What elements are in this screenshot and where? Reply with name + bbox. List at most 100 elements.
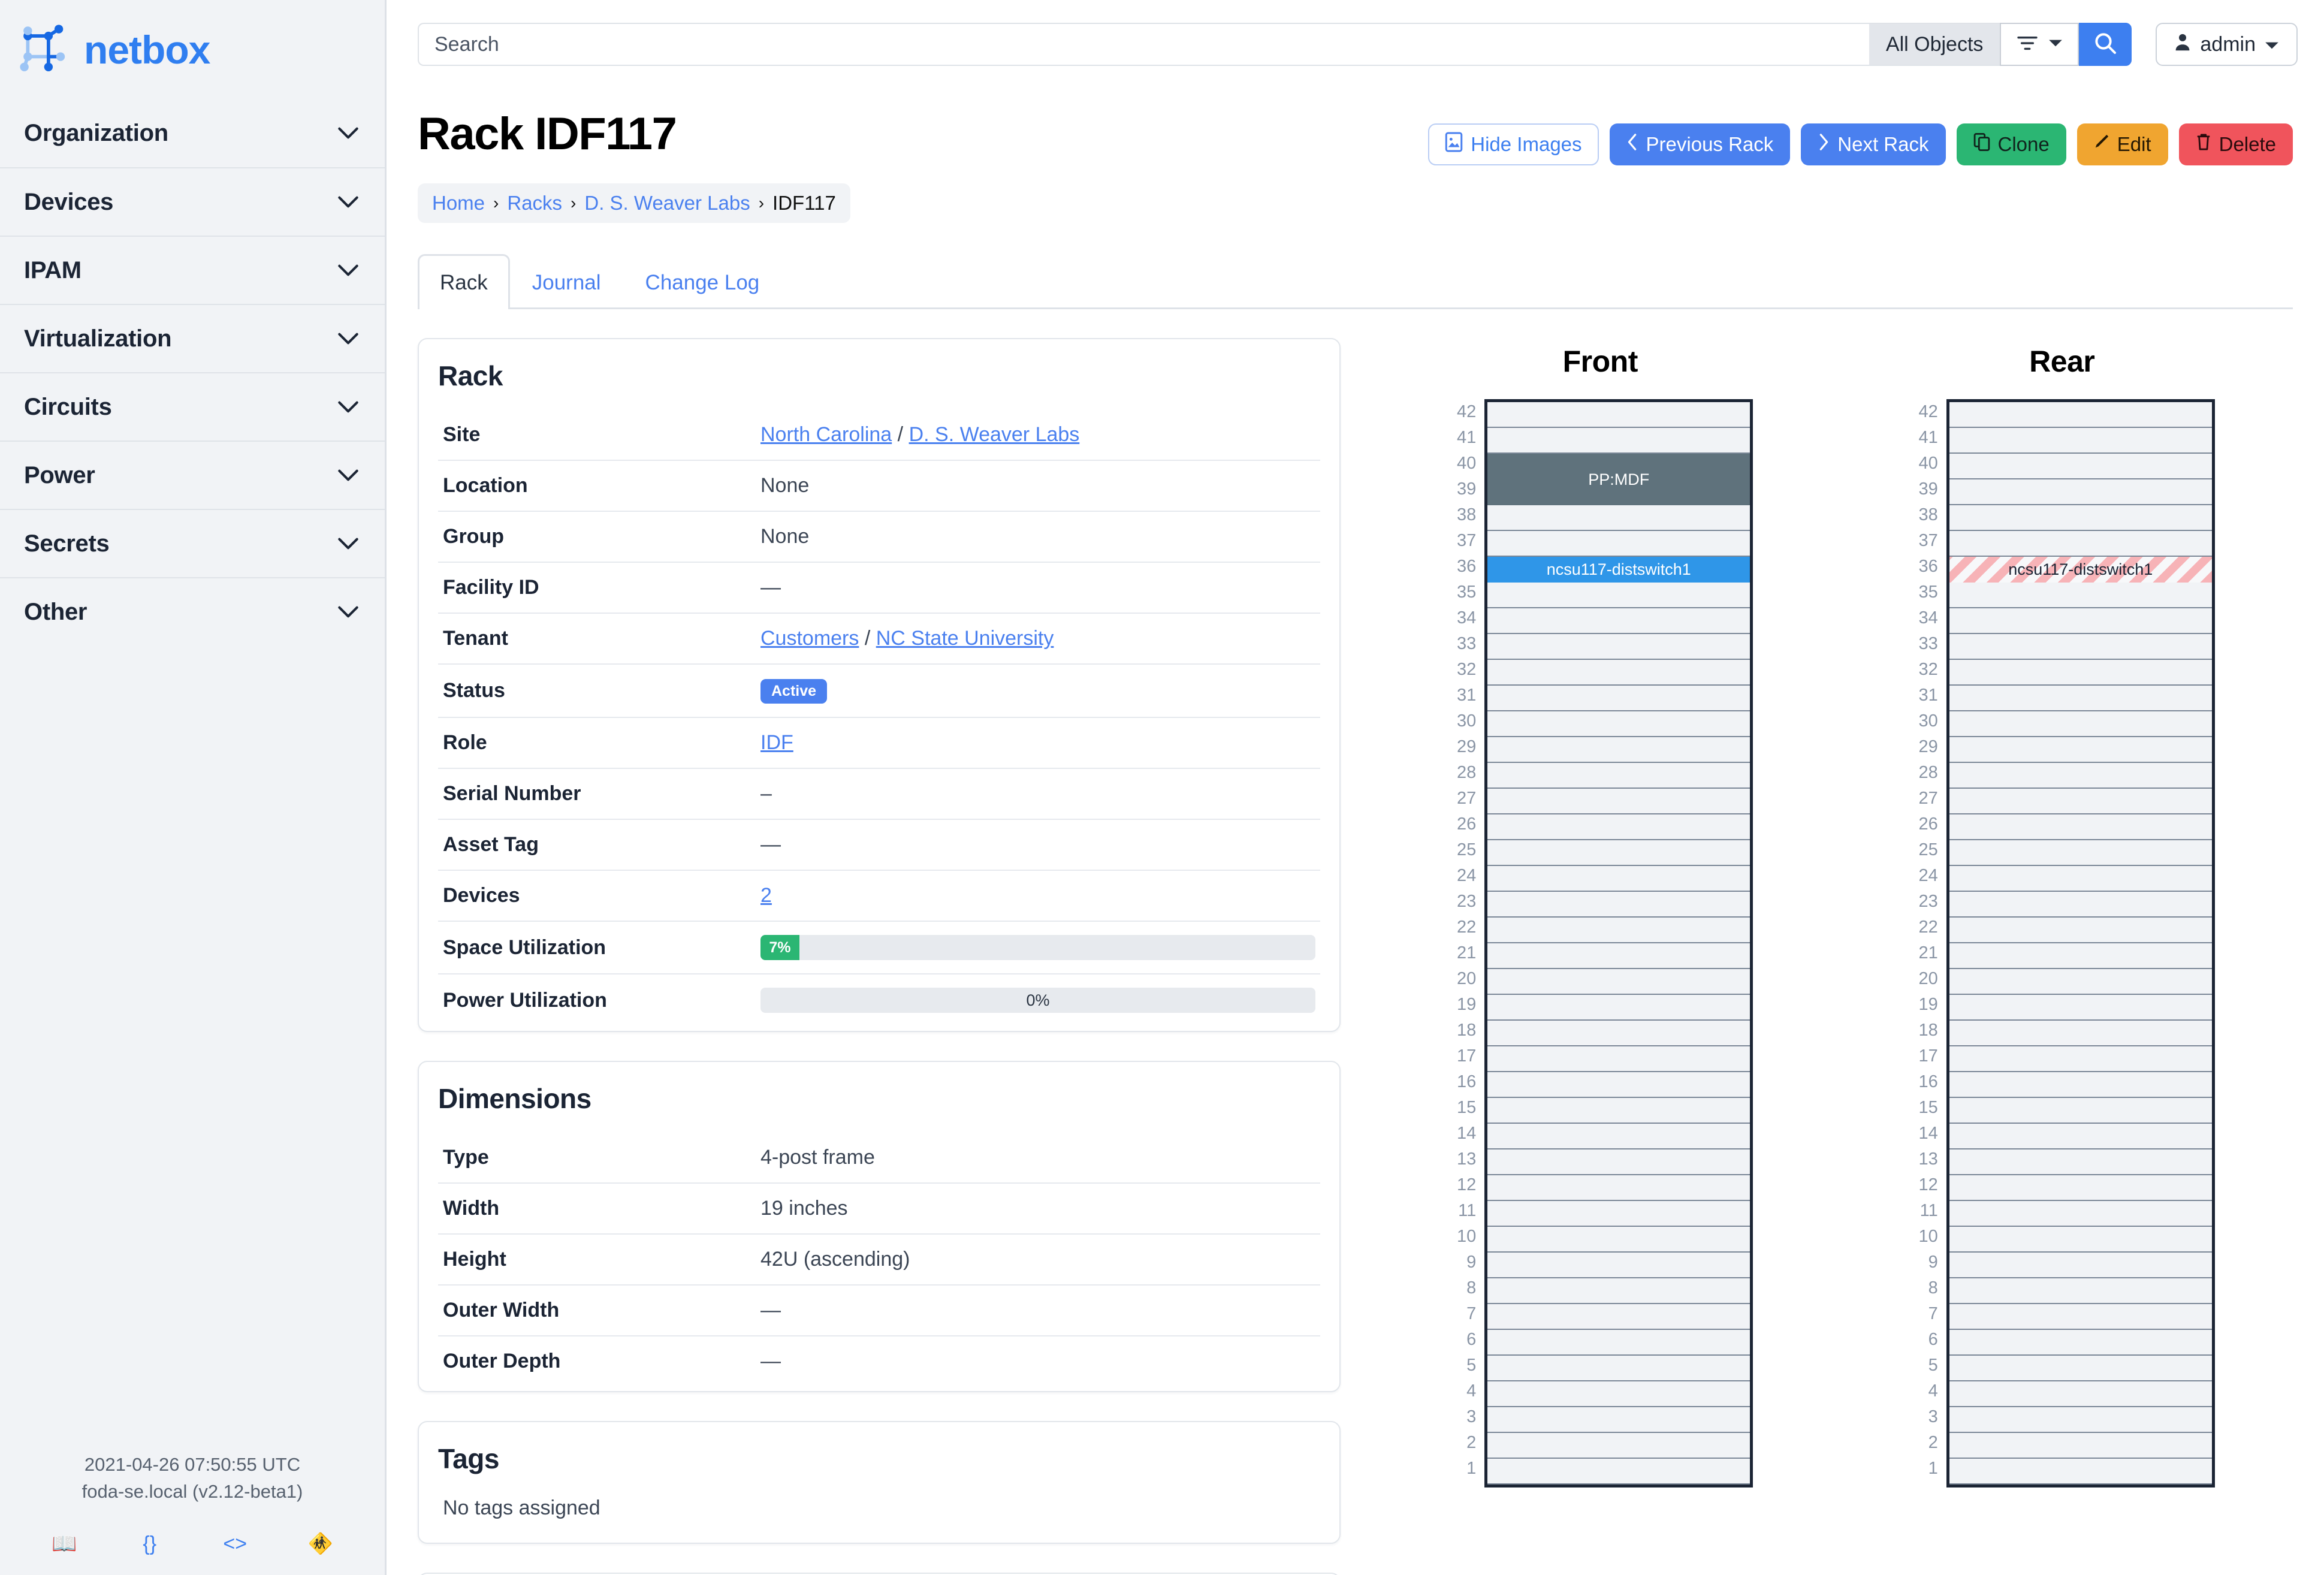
- search-submit-button[interactable]: [2079, 23, 2132, 66]
- site-link[interactable]: D. S. Weaver Labs: [909, 423, 1080, 446]
- rack-unit-slot[interactable]: [1487, 943, 1750, 969]
- sidebar-item-circuits[interactable]: Circuits: [0, 372, 385, 440]
- brand-logo[interactable]: netbox: [0, 0, 385, 99]
- next-rack-button[interactable]: Next Rack: [1801, 123, 1946, 165]
- rack-unit-slot[interactable]: [1949, 634, 2212, 660]
- rack-unit-slot[interactable]: [1949, 660, 2212, 686]
- rack-unit-slot[interactable]: [1949, 1433, 2212, 1459]
- rack-unit-slot[interactable]: [1487, 1433, 1750, 1459]
- hide-images-button[interactable]: Hide Images: [1428, 123, 1599, 165]
- rack-unit-slot[interactable]: [1487, 1227, 1750, 1253]
- rack-unit-slot[interactable]: [1487, 840, 1750, 866]
- rack-unit-slot[interactable]: [1949, 1253, 2212, 1278]
- sidebar-item-organization[interactable]: Organization: [0, 99, 385, 167]
- rack-unit-slot[interactable]: [1949, 1201, 2212, 1227]
- rack-unit-slot[interactable]: [1949, 1381, 2212, 1407]
- rack-unit-slot[interactable]: [1949, 454, 2212, 479]
- rack-unit-slot[interactable]: [1487, 1407, 1750, 1433]
- rack-unit-slot[interactable]: [1949, 763, 2212, 789]
- rack-unit-slot[interactable]: [1949, 1407, 2212, 1433]
- rack-unit-slot[interactable]: [1487, 1021, 1750, 1046]
- clone-button[interactable]: Clone: [1956, 123, 2066, 165]
- delete-button[interactable]: Delete: [2178, 123, 2293, 165]
- rack-unit-slot[interactable]: [1487, 428, 1750, 454]
- rack-unit-slot[interactable]: [1949, 918, 2212, 943]
- rack-unit-slot[interactable]: [1487, 737, 1750, 763]
- source-code-icon[interactable]: <>: [223, 1532, 248, 1555]
- sidebar-item-other[interactable]: Other: [0, 577, 385, 645]
- rack-unit-slot[interactable]: [1949, 1278, 2212, 1304]
- breadcrumb-racks[interactable]: Racks: [507, 192, 563, 214]
- rack-unit-slot[interactable]: [1949, 608, 2212, 634]
- rack-unit-slot[interactable]: [1949, 1175, 2212, 1201]
- rack-unit-slot[interactable]: [1487, 402, 1750, 428]
- rack-unit-slot[interactable]: [1949, 995, 2212, 1021]
- rack-unit-slot[interactable]: [1487, 1124, 1750, 1149]
- devices-count-link[interactable]: 2: [760, 884, 772, 907]
- rack-unit-slot[interactable]: [1949, 1227, 2212, 1253]
- rack-unit-slot[interactable]: [1487, 892, 1750, 918]
- rack-device[interactable]: PP:MDF: [1487, 454, 1750, 505]
- docs-book-icon[interactable]: 📖: [52, 1532, 77, 1555]
- rack-unit-slot[interactable]: [1949, 943, 2212, 969]
- breadcrumb-home[interactable]: Home: [432, 192, 485, 214]
- tab-journal[interactable]: Journal: [532, 270, 601, 294]
- site-region-link[interactable]: North Carolina: [760, 423, 892, 446]
- rack-unit-slot[interactable]: [1487, 1330, 1750, 1356]
- rack-unit-slot[interactable]: [1949, 1459, 2212, 1485]
- rack-unit-slot[interactable]: [1949, 531, 2212, 557]
- rack-unit-slot[interactable]: [1949, 1356, 2212, 1381]
- rack-unit-slot[interactable]: [1949, 402, 2212, 428]
- rack-unit-slot[interactable]: [1487, 969, 1750, 995]
- tenant-link[interactable]: NC State University: [876, 627, 1054, 650]
- rack-unit-slot[interactable]: [1487, 1278, 1750, 1304]
- rack-unit-slot[interactable]: [1487, 1356, 1750, 1381]
- rack-unit-slot[interactable]: [1487, 763, 1750, 789]
- sidebar-item-secrets[interactable]: Secrets: [0, 509, 385, 577]
- rack-unit-slot[interactable]: [1487, 711, 1750, 737]
- rack-unit-slot[interactable]: [1487, 583, 1750, 608]
- rack-unit-slot[interactable]: [1487, 531, 1750, 557]
- role-link[interactable]: IDF: [760, 731, 793, 754]
- rack-unit-slot[interactable]: [1487, 1304, 1750, 1330]
- rack-unit-slot[interactable]: [1487, 1149, 1750, 1175]
- rack-unit-slot[interactable]: [1949, 1072, 2212, 1098]
- rack-unit-slot[interactable]: [1487, 634, 1750, 660]
- rack-unit-slot[interactable]: [1949, 1098, 2212, 1124]
- rack-unit-slot[interactable]: [1487, 1098, 1750, 1124]
- rack-unit-slot[interactable]: [1949, 969, 2212, 995]
- rack-unit-slot[interactable]: [1949, 428, 2212, 454]
- rack-unit-slot[interactable]: [1487, 789, 1750, 814]
- rack-unit-slot[interactable]: [1949, 1124, 2212, 1149]
- rack-unit-slot[interactable]: [1949, 505, 2212, 531]
- breadcrumb-site[interactable]: D. S. Weaver Labs: [584, 192, 750, 214]
- rack-unit-slot[interactable]: [1487, 995, 1750, 1021]
- user-menu-button[interactable]: admin: [2156, 23, 2298, 66]
- rack-unit-slot[interactable]: [1949, 1021, 2212, 1046]
- edit-button[interactable]: Edit: [2076, 123, 2168, 165]
- rack-unit-slot[interactable]: [1949, 737, 2212, 763]
- rack-unit-slot[interactable]: [1487, 814, 1750, 840]
- api-braces-icon[interactable]: {}: [143, 1532, 157, 1555]
- rack-unit-slot[interactable]: [1949, 1304, 2212, 1330]
- sidebar-item-ipam[interactable]: IPAM: [0, 236, 385, 304]
- rack-unit-slot[interactable]: [1487, 1072, 1750, 1098]
- rack-unit-slot[interactable]: [1949, 866, 2212, 892]
- rack-unit-slot[interactable]: [1949, 1046, 2212, 1072]
- rack-unit-slot[interactable]: [1487, 660, 1750, 686]
- tenant-group-link[interactable]: Customers: [760, 627, 859, 650]
- previous-rack-button[interactable]: Previous Rack: [1609, 123, 1791, 165]
- rack-unit-slot[interactable]: [1949, 686, 2212, 711]
- sidebar-item-devices[interactable]: Devices: [0, 167, 385, 236]
- rack-unit-slot[interactable]: [1487, 1381, 1750, 1407]
- rack-unit-slot[interactable]: [1487, 866, 1750, 892]
- rack-unit-slot[interactable]: [1949, 1330, 2212, 1356]
- rack-unit-slot[interactable]: [1949, 479, 2212, 505]
- search-input[interactable]: [418, 23, 1869, 66]
- tab-rack[interactable]: Rack: [418, 254, 510, 309]
- rack-unit-slot[interactable]: [1487, 1459, 1750, 1485]
- rack-unit-slot[interactable]: [1487, 1253, 1750, 1278]
- rack-unit-slot[interactable]: [1949, 711, 2212, 737]
- rack-device[interactable]: ncsu117-distswitch1: [1487, 557, 1750, 583]
- rack-unit-slot[interactable]: [1949, 583, 2212, 608]
